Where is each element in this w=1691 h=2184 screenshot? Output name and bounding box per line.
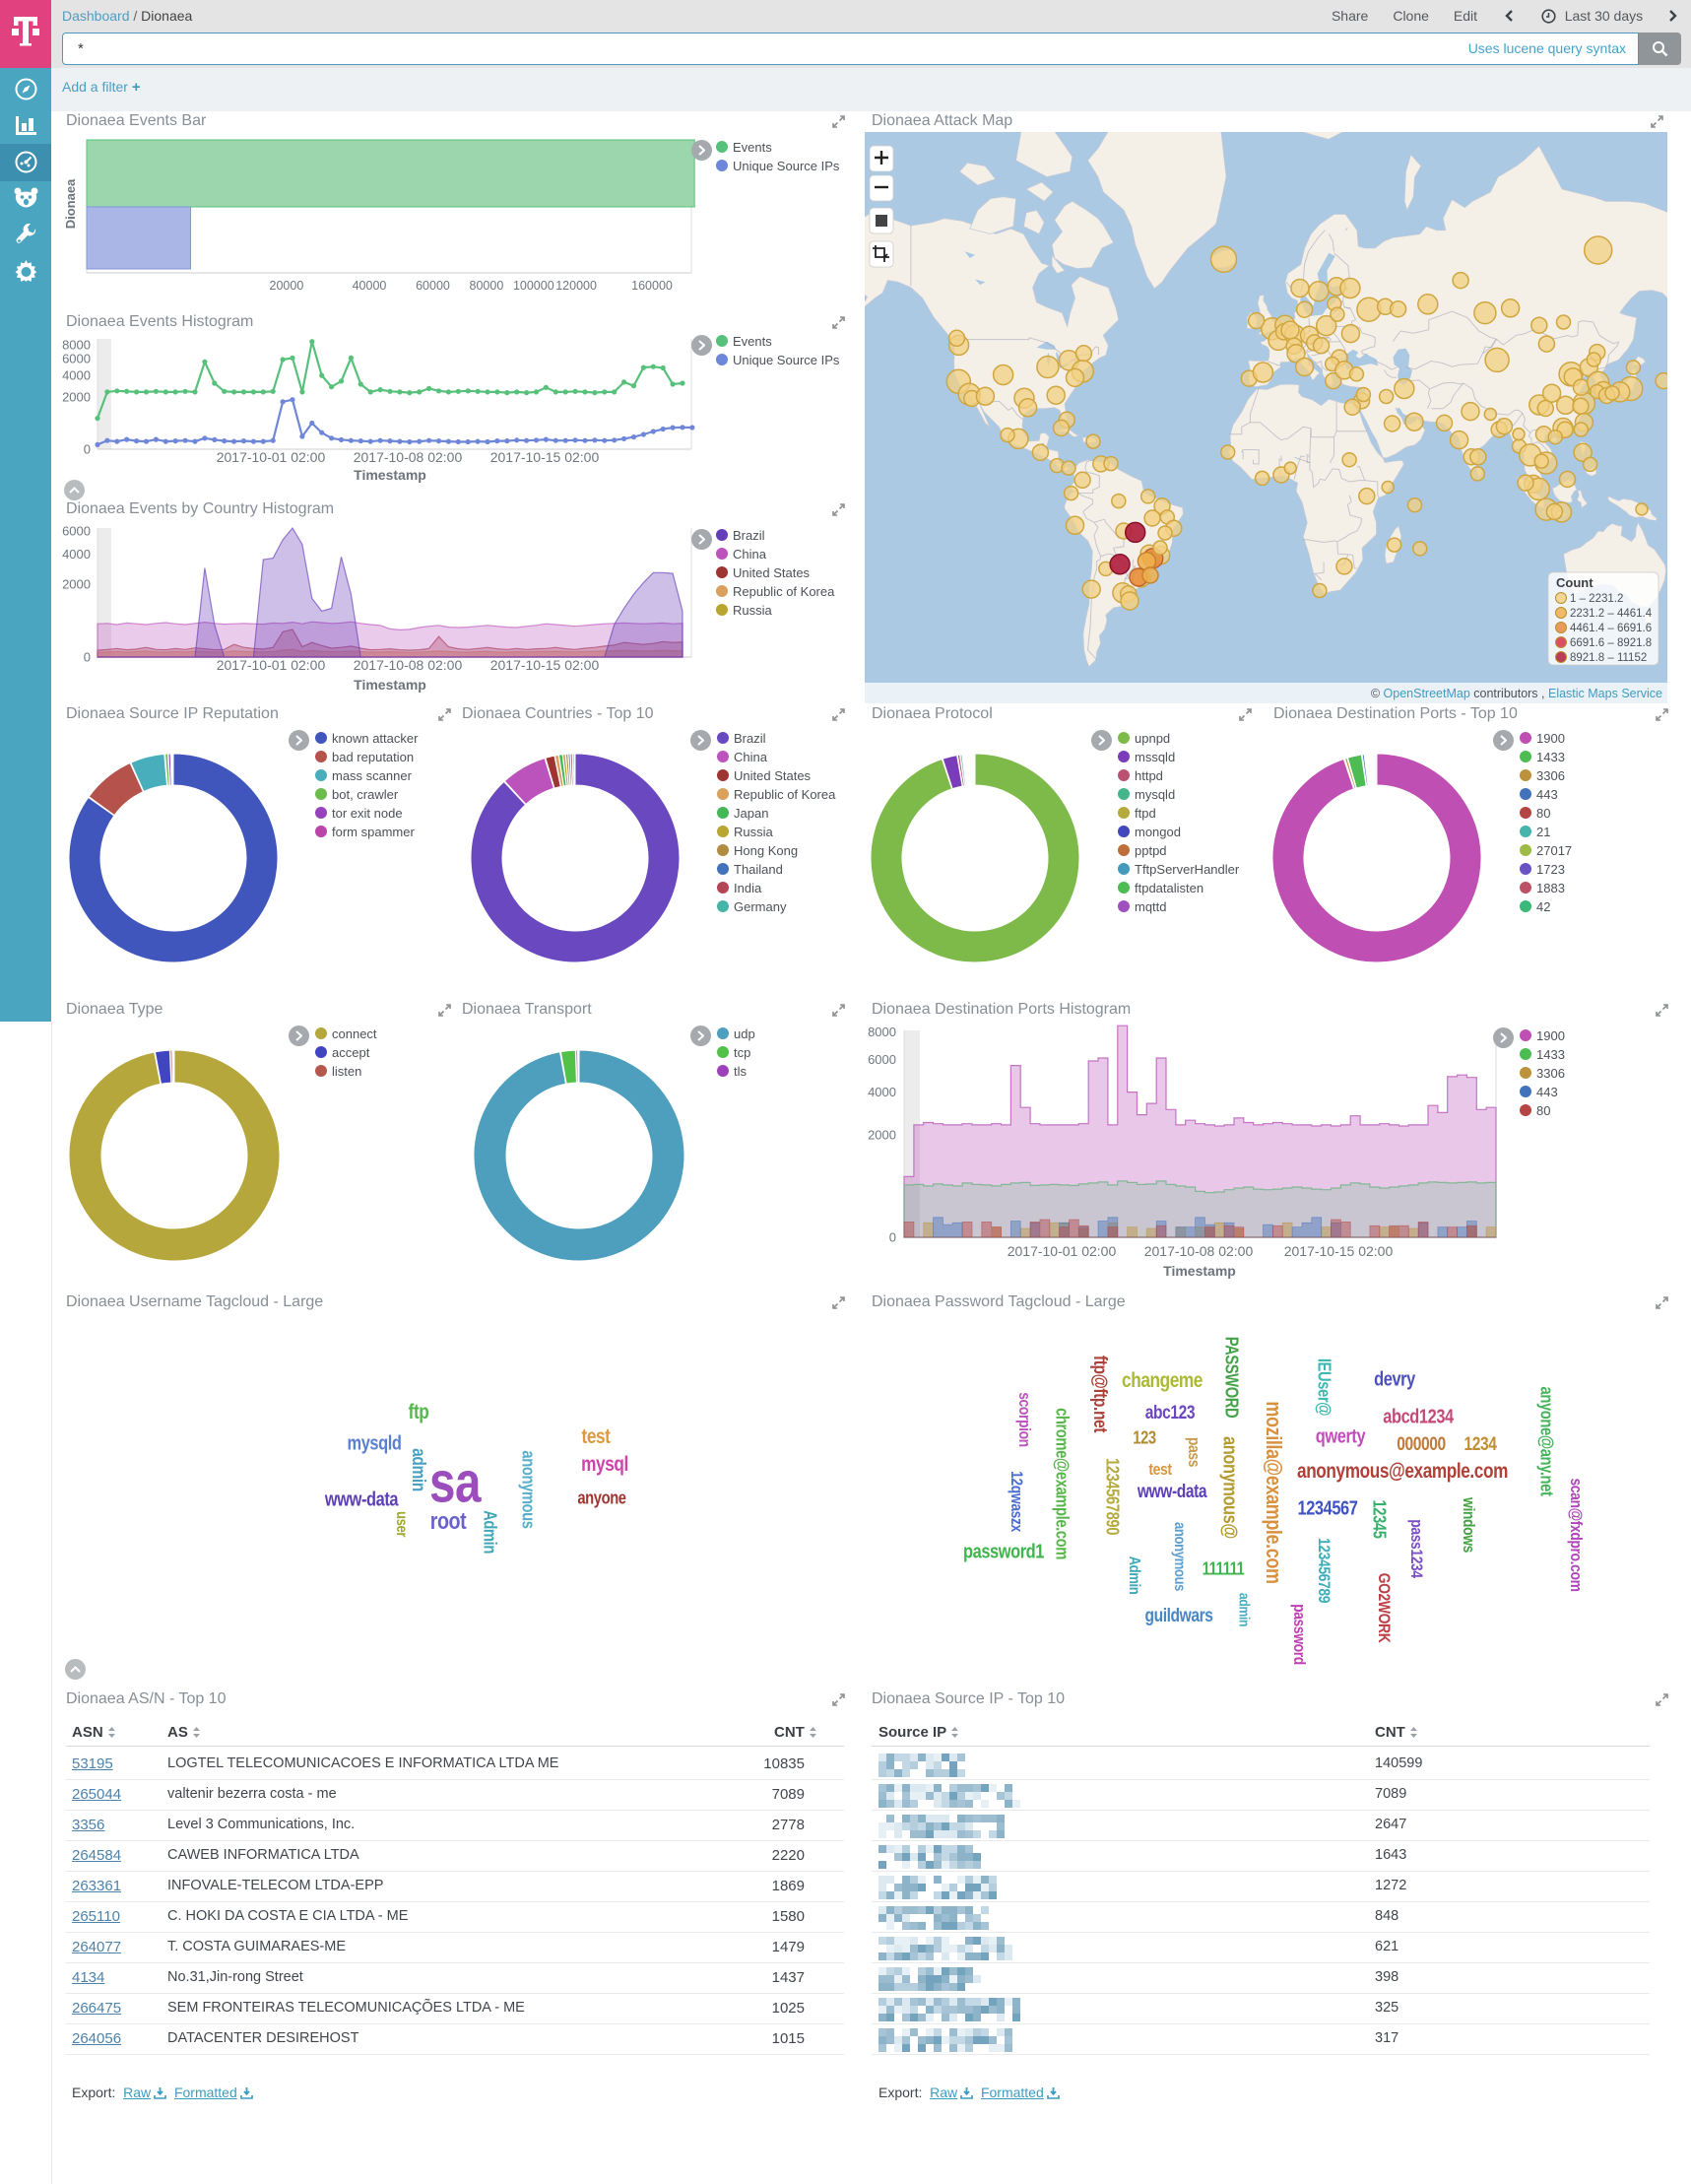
svg-text:1 – 2231.2: 1 – 2231.2 <box>1570 593 1623 605</box>
svg-text:8921.8 – 11152: 8921.8 – 11152 <box>1570 652 1647 664</box>
svg-text:6000: 6000 <box>868 1052 896 1067</box>
svg-text:4000: 4000 <box>868 1085 896 1099</box>
svg-text:8000: 8000 <box>868 1025 896 1039</box>
svg-text:Timestamp: Timestamp <box>354 677 426 693</box>
svg-text:6691.6 – 8921.8: 6691.6 – 8921.8 <box>1570 637 1652 649</box>
svg-text:2000: 2000 <box>868 1127 896 1142</box>
svg-text:2017-10-08 02:00: 2017-10-08 02:00 <box>354 657 463 673</box>
svg-text:100000: 100000 <box>513 279 554 293</box>
svg-text:4000: 4000 <box>62 368 91 383</box>
svg-text:2017-10-08 02:00: 2017-10-08 02:00 <box>1144 1243 1254 1259</box>
svg-text:8000: 8000 <box>62 338 91 353</box>
svg-text:2017-10-01 02:00: 2017-10-01 02:00 <box>217 449 326 465</box>
svg-text:20000: 20000 <box>270 279 304 293</box>
svg-text:0: 0 <box>84 442 91 457</box>
svg-text:2017-10-01 02:00: 2017-10-01 02:00 <box>217 657 326 673</box>
svg-text:0: 0 <box>889 1230 896 1245</box>
svg-text:2000: 2000 <box>62 390 91 405</box>
svg-text:Timestamp: Timestamp <box>354 467 426 483</box>
svg-text:2017-10-15 02:00: 2017-10-15 02:00 <box>490 657 600 673</box>
svg-text:6000: 6000 <box>62 352 91 366</box>
svg-text:80000: 80000 <box>470 279 504 293</box>
svg-text:© OpenStreetMap contributors ,: © OpenStreetMap contributors , Elastic M… <box>1371 687 1662 700</box>
svg-text:2017-10-15 02:00: 2017-10-15 02:00 <box>1284 1243 1394 1259</box>
svg-text:60000: 60000 <box>416 279 450 293</box>
svg-text:2017-10-01 02:00: 2017-10-01 02:00 <box>1008 1243 1117 1259</box>
svg-text:4000: 4000 <box>62 547 91 562</box>
svg-text:0: 0 <box>84 650 91 665</box>
svg-text:2000: 2000 <box>62 577 91 592</box>
svg-text:160000: 160000 <box>631 279 673 293</box>
svg-text:40000: 40000 <box>353 279 387 293</box>
svg-text:6000: 6000 <box>62 524 91 539</box>
svg-text:Dionaea: Dionaea <box>63 178 78 229</box>
svg-text:4461.4 – 6691.6: 4461.4 – 6691.6 <box>1570 623 1652 634</box>
svg-text:120000: 120000 <box>555 279 597 293</box>
svg-text:Timestamp: Timestamp <box>1163 1263 1236 1279</box>
svg-text:2017-10-08 02:00: 2017-10-08 02:00 <box>354 449 463 465</box>
svg-text:2231.2 – 4461.4: 2231.2 – 4461.4 <box>1570 608 1653 620</box>
svg-text:Count: Count <box>1556 575 1593 590</box>
svg-text:2017-10-15 02:00: 2017-10-15 02:00 <box>490 449 600 465</box>
